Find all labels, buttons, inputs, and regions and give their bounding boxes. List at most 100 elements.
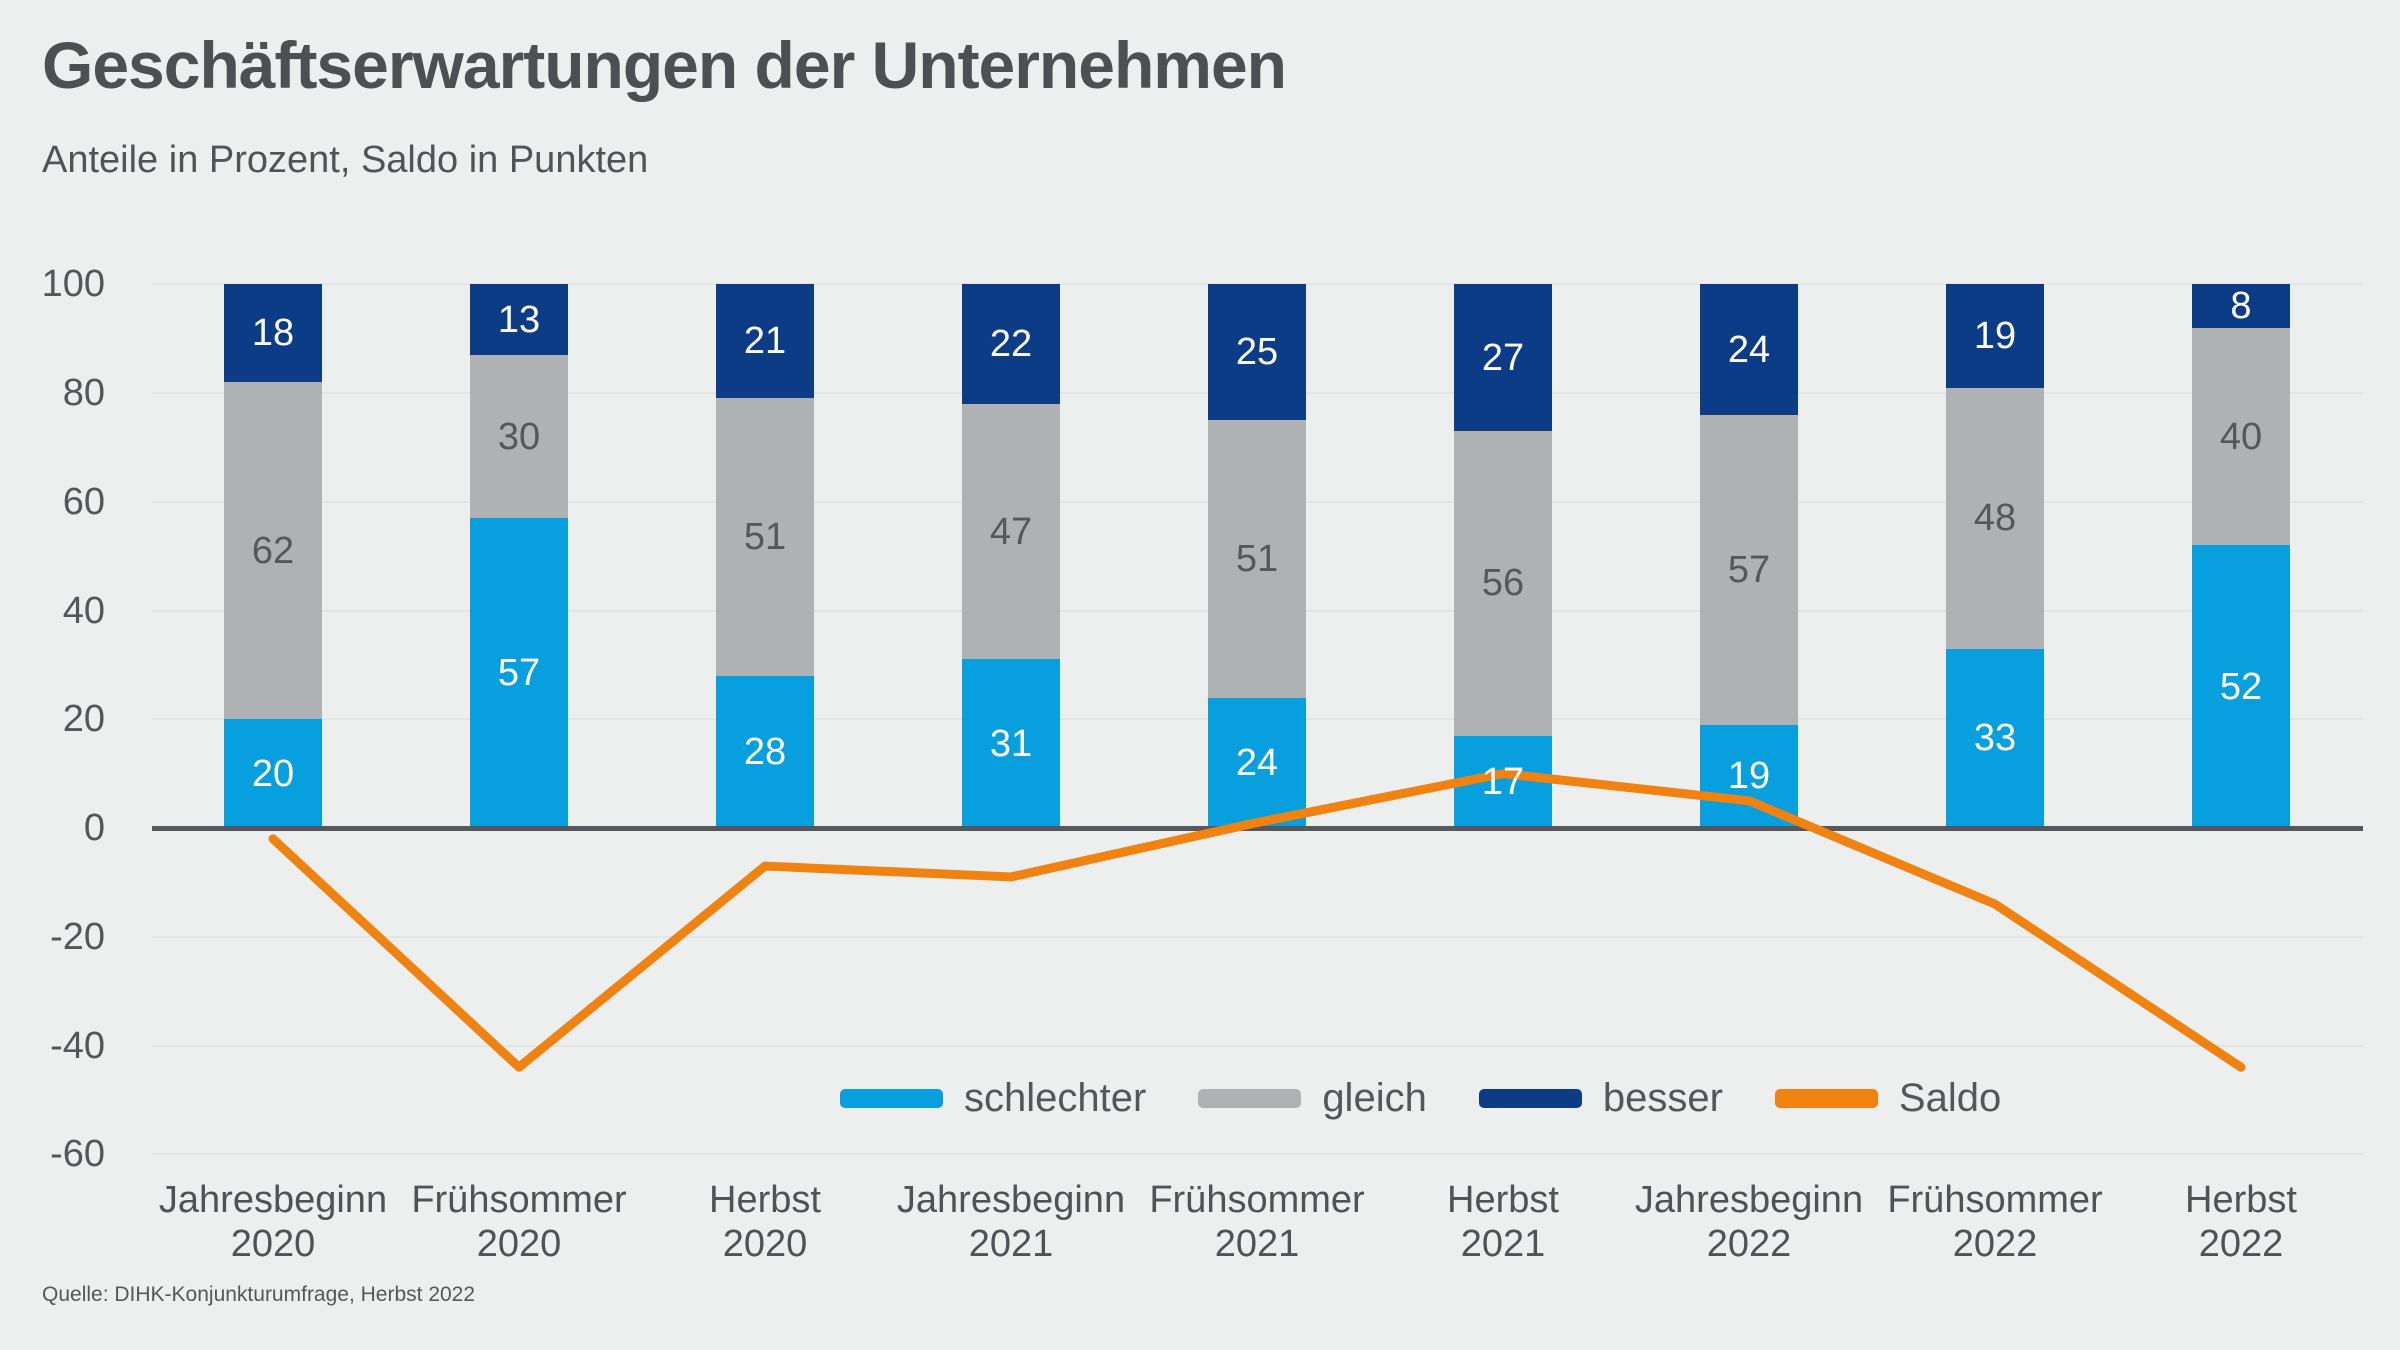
legend-swatch-gleich	[1198, 1088, 1302, 1108]
y-tick-label: 40	[62, 589, 105, 632]
bar-segment-besser	[2192, 284, 2290, 328]
x-tick-year: 2022	[1706, 1223, 1792, 1265]
x-tick-season: Jahresbeginn	[1634, 1179, 1864, 1221]
bar-segment-besser	[962, 284, 1060, 404]
zero-axis-line	[152, 826, 2363, 831]
x-tick-label: Frühsommer 2020	[359, 1178, 679, 1266]
bar-segment-besser	[1208, 284, 1306, 421]
bar-value-label-gleich: 51	[1235, 537, 1279, 580]
y-tick-label: -20	[50, 915, 105, 958]
legend-swatch-Saldo	[1774, 1088, 1878, 1108]
x-tick-year: 2020	[476, 1223, 562, 1265]
y-tick-label: 100	[41, 263, 105, 306]
bar-segment-gleich	[1946, 387, 2044, 649]
bar-value-label-besser: 27	[1481, 336, 1525, 379]
x-tick-year: 2021	[968, 1223, 1054, 1265]
y-tick-label: 0	[83, 807, 105, 849]
bar-value-label-gleich: 47	[989, 510, 1033, 553]
bar-value-label-gleich: 48	[1973, 497, 2017, 540]
bar-segment-gleich	[716, 398, 814, 676]
legend-item-schlechter: schlechter	[840, 1074, 1146, 1122]
y-tick-label: 20	[62, 698, 105, 741]
y-tick-label: -40	[50, 1024, 105, 1067]
bar-value-label-besser: 25	[1235, 331, 1279, 374]
legend-item-gleich: gleich	[1198, 1074, 1427, 1122]
x-tick-year: 2020	[230, 1223, 316, 1265]
legend-swatch-besser	[1478, 1088, 1582, 1108]
x-tick-label: Frühsommer 2021	[1097, 1178, 1417, 1266]
gridline--20	[152, 935, 2363, 938]
x-tick-season: Frühsommer	[411, 1179, 627, 1221]
bar-value-label-schlechter: 31	[989, 722, 1033, 765]
bar-value-label-schlechter: 28	[743, 730, 787, 773]
legend: schlechter gleich besser Saldo	[840, 1072, 2001, 1124]
legend-label: besser	[1602, 1076, 1723, 1120]
bar-value-label-besser: 24	[1727, 328, 1771, 371]
x-tick-year: 2020	[722, 1223, 808, 1265]
chart-title: Geschäftserwartungen der Unternehmen	[42, 28, 1287, 102]
source-note: Quelle: DIHK-Konjunkturumfrage, Herbst 2…	[42, 1283, 476, 1306]
bar-segment-gleich	[1208, 420, 1306, 698]
gridline--60	[152, 1153, 2363, 1156]
chart-subtitle: Anteile in Prozent, Saldo in Punkten	[42, 139, 649, 181]
bar-segment-besser	[1700, 284, 1798, 415]
bar-segment-besser	[470, 284, 568, 355]
x-tick-season: Herbst	[1447, 1179, 1559, 1221]
y-tick-label: -60	[50, 1133, 105, 1176]
bar-value-label-schlechter: 19	[1727, 755, 1771, 798]
x-tick-label: Frühsommer 2022	[1835, 1178, 2155, 1266]
bar-segment-besser	[1454, 284, 1552, 432]
legend-item-besser: besser	[1478, 1074, 1723, 1122]
bar-value-label-besser: 19	[1973, 314, 2017, 357]
x-tick-label: Jahresbeginn 2021	[851, 1178, 1171, 1266]
x-tick-label: Jahresbeginn 2020	[113, 1178, 433, 1266]
x-tick-season: Frühsommer	[1149, 1179, 1365, 1221]
bar-value-label-besser: 21	[743, 320, 787, 363]
legend-swatch-schlechter	[840, 1088, 943, 1108]
bar-segment-gleich	[470, 354, 568, 519]
bar-value-label-besser: 18	[251, 312, 295, 355]
bar-value-label-gleich: 57	[1727, 548, 1771, 591]
bar-segment-gleich	[224, 382, 322, 720]
bar-value-label-schlechter: 20	[251, 752, 295, 795]
x-tick-year: 2022	[2198, 1223, 2284, 1265]
bar-segment-gleich	[962, 403, 1060, 660]
y-tick-label: 60	[62, 480, 105, 523]
x-tick-label: Herbst 2021	[1343, 1178, 1663, 1266]
bar-value-label-gleich: 40	[2219, 415, 2263, 458]
bar-value-label-schlechter: 52	[2219, 665, 2263, 708]
bar-value-label-besser: 8	[2230, 285, 2252, 327]
x-tick-season: Herbst	[2185, 1179, 2297, 1221]
bar-value-label-schlechter: 33	[1973, 717, 2017, 760]
bar-value-label-gleich: 56	[1481, 562, 1525, 605]
y-tick-label: 80	[62, 372, 105, 414]
x-tick-season: Jahresbeginn	[158, 1179, 388, 1221]
x-tick-label: Jahresbeginn 2022	[1589, 1178, 1909, 1266]
bar-value-label-gleich: 51	[743, 516, 787, 559]
bar-segment-besser	[716, 284, 814, 399]
bar-value-label-schlechter: 24	[1235, 741, 1279, 784]
bar-value-label-besser: 22	[989, 323, 1033, 366]
x-tick-label: Herbst 2022	[2081, 1178, 2400, 1266]
bar-segment-gleich	[2192, 327, 2290, 546]
bar-segment-besser	[224, 284, 322, 383]
x-tick-year: 2021	[1214, 1223, 1300, 1265]
bar-segment-gleich	[1700, 414, 1798, 725]
legend-label: Saldo	[1898, 1076, 2002, 1120]
bar-segment-besser	[1946, 284, 2044, 388]
legend-item-Saldo: Saldo	[1774, 1074, 2002, 1122]
bar-value-label-schlechter: 57	[497, 652, 541, 695]
x-tick-year: 2022	[1952, 1223, 2038, 1265]
x-tick-season: Herbst	[709, 1179, 821, 1221]
legend-label: gleich	[1322, 1076, 1427, 1120]
x-tick-season: Frühsommer	[1887, 1179, 2103, 1221]
bar-value-label-schlechter: 17	[1481, 760, 1525, 803]
gridline--40	[152, 1044, 2363, 1047]
x-tick-label: Herbst 2020	[605, 1178, 925, 1266]
bar-segment-gleich	[1454, 431, 1552, 736]
bar-value-label-gleich: 30	[497, 415, 541, 458]
x-tick-year: 2021	[1460, 1223, 1546, 1265]
bar-value-label-gleich: 62	[251, 529, 295, 572]
x-tick-season: Jahresbeginn	[896, 1179, 1126, 1221]
